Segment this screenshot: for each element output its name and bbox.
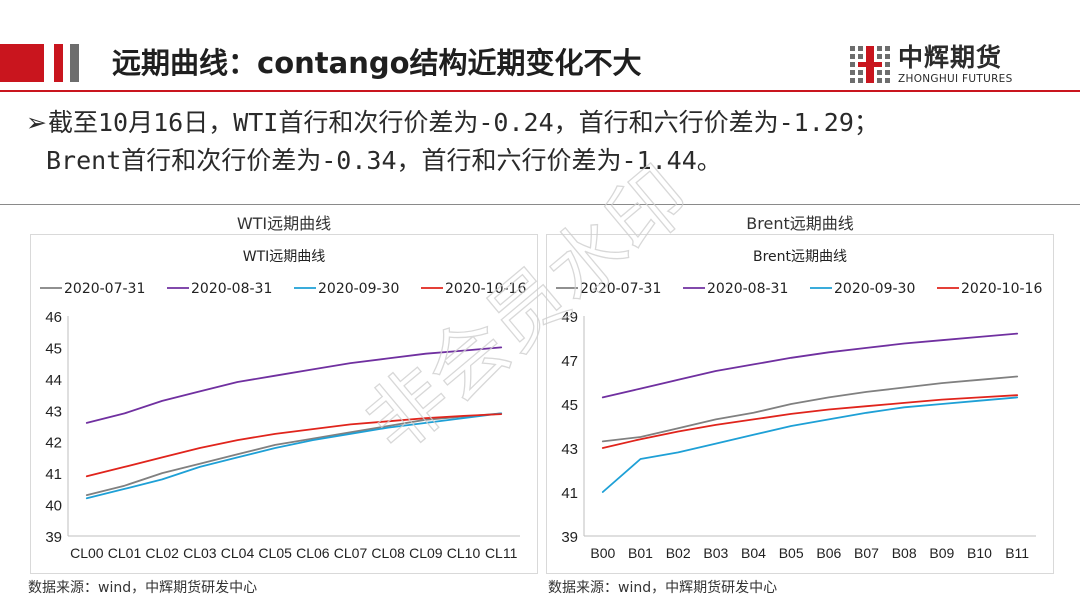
series-line-2020-07-31 <box>85 412 503 496</box>
company-logo: 中辉期货 ZHONGHUI FUTURES <box>850 44 1040 88</box>
wti-forward-curve-chart: WTI远期曲线 2020-07-31 2020-08-31 2020-09-30 202… <box>30 234 538 574</box>
header-accent-bar-red <box>54 44 63 82</box>
summary-text: ➢截至10月16日，WTI首行和次行价差为-0.24，首行和六行价差为-1.29… <box>26 104 1066 180</box>
x-tick-label: CL11 <box>485 545 518 561</box>
legend-label: 2020-08-31 <box>191 281 272 297</box>
arrow-bullet-icon: ➢ <box>26 108 47 137</box>
x-tick-label: CL03 <box>183 545 217 561</box>
summary-line-1: ➢截至10月16日，WTI首行和次行价差为-0.24，首行和六行价差为-1.29… <box>26 104 1066 142</box>
x-tick-label: B08 <box>892 545 917 561</box>
y-tick-label: 45 <box>45 340 62 357</box>
y-tick-label: 43 <box>561 441 578 458</box>
brent-forward-curve-chart: Brent远期曲线 2020-07-31 2020-08-31 2020-09-30 2… <box>546 234 1054 574</box>
x-tick-label: CL01 <box>108 545 142 561</box>
x-tick-label: CL09 <box>409 545 443 561</box>
series-line-2020-10-16 <box>85 413 503 478</box>
page-title: 远期曲线：contango结构近期变化不大 <box>112 46 642 80</box>
y-tick-label: 44 <box>45 372 62 389</box>
logo-name-en: ZHONGHUI FUTURES <box>898 73 1013 85</box>
brent-chart-caption: Brent远期曲线 <box>746 214 854 233</box>
x-tick-label: B00 <box>590 545 615 561</box>
wti-data-source: 数据来源：wind，中辉期货研发中心 <box>28 580 258 596</box>
section-divider <box>0 204 1080 205</box>
x-tick-label: CL04 <box>221 545 255 561</box>
x-tick-label: CL07 <box>334 545 368 561</box>
series-line-2020-09-30 <box>85 412 503 500</box>
header-accent-bar-gray <box>70 44 79 82</box>
x-tick-label: B11 <box>1005 545 1029 561</box>
x-tick-label: B10 <box>967 545 992 561</box>
y-tick-label: 46 <box>45 309 62 326</box>
logo-name-cn: 中辉期货 <box>898 43 1003 72</box>
y-tick-label: 40 <box>45 498 62 515</box>
series-line-2020-08-31 <box>601 332 1019 399</box>
x-tick-label: B07 <box>854 545 879 561</box>
header-divider <box>0 90 1080 92</box>
x-tick-label: B09 <box>929 545 954 561</box>
summary-line-2: Brent首行和次行价差为-0.34，首行和六行价差为-1.44。 <box>46 146 722 175</box>
x-tick-label: CL10 <box>447 545 481 561</box>
legend-label: 2020-10-16 <box>445 281 526 297</box>
y-tick-label: 41 <box>45 466 62 483</box>
x-tick-label: B04 <box>741 545 766 561</box>
y-tick-label: 39 <box>45 529 62 546</box>
y-tick-label: 45 <box>561 397 578 414</box>
series-line-2020-09-30 <box>601 396 1019 493</box>
y-tick-label: 39 <box>561 529 578 546</box>
chart-title: WTI远期曲线 <box>243 249 326 265</box>
chart-svg-0: WTI远期曲线 2020-07-31 2020-08-31 2020-09-30 202… <box>30 234 538 574</box>
legend-label: 2020-08-31 <box>707 281 788 297</box>
x-tick-label: B01 <box>628 545 653 561</box>
x-tick-label: CL05 <box>258 545 292 561</box>
x-tick-label: B03 <box>703 545 728 561</box>
y-tick-label: 49 <box>561 309 578 326</box>
chart-frame <box>546 234 1054 574</box>
chart-frame <box>30 234 538 574</box>
wti-chart-caption: WTI远期曲线 <box>236 214 332 233</box>
brent-data-source: 数据来源：wind，中辉期货研发中心 <box>548 580 778 596</box>
series-line-2020-10-16 <box>601 394 1019 449</box>
y-tick-label: 42 <box>45 435 62 452</box>
legend-label: 2020-07-31 <box>580 281 661 297</box>
logo-grid-icon <box>850 46 890 83</box>
x-tick-label: B06 <box>816 545 841 561</box>
series-line-2020-08-31 <box>85 346 503 424</box>
chart-svg-1: Brent远期曲线 2020-07-31 2020-08-31 2020-09-30 2… <box>546 234 1054 574</box>
x-tick-label: CL06 <box>296 545 330 561</box>
y-tick-label: 47 <box>561 353 578 370</box>
x-tick-label: B05 <box>779 545 804 561</box>
series-line-2020-07-31 <box>601 375 1019 443</box>
summary-line-1-text: 截至10月16日，WTI首行和次行价差为-0.24，首行和六行价差为-1.29； <box>48 108 879 137</box>
x-tick-label: CL00 <box>70 545 104 561</box>
x-tick-label: B02 <box>666 545 691 561</box>
y-tick-label: 41 <box>561 485 578 502</box>
x-tick-label: CL02 <box>145 545 179 561</box>
legend-label: 2020-10-16 <box>961 281 1042 297</box>
legend-label: 2020-09-30 <box>834 281 915 297</box>
legend-label: 2020-07-31 <box>64 281 145 297</box>
x-tick-label: CL08 <box>371 545 405 561</box>
header-accent-red <box>0 44 44 82</box>
legend-label: 2020-09-30 <box>318 281 399 297</box>
y-tick-label: 43 <box>45 403 62 420</box>
chart-title: Brent远期曲线 <box>753 249 847 265</box>
